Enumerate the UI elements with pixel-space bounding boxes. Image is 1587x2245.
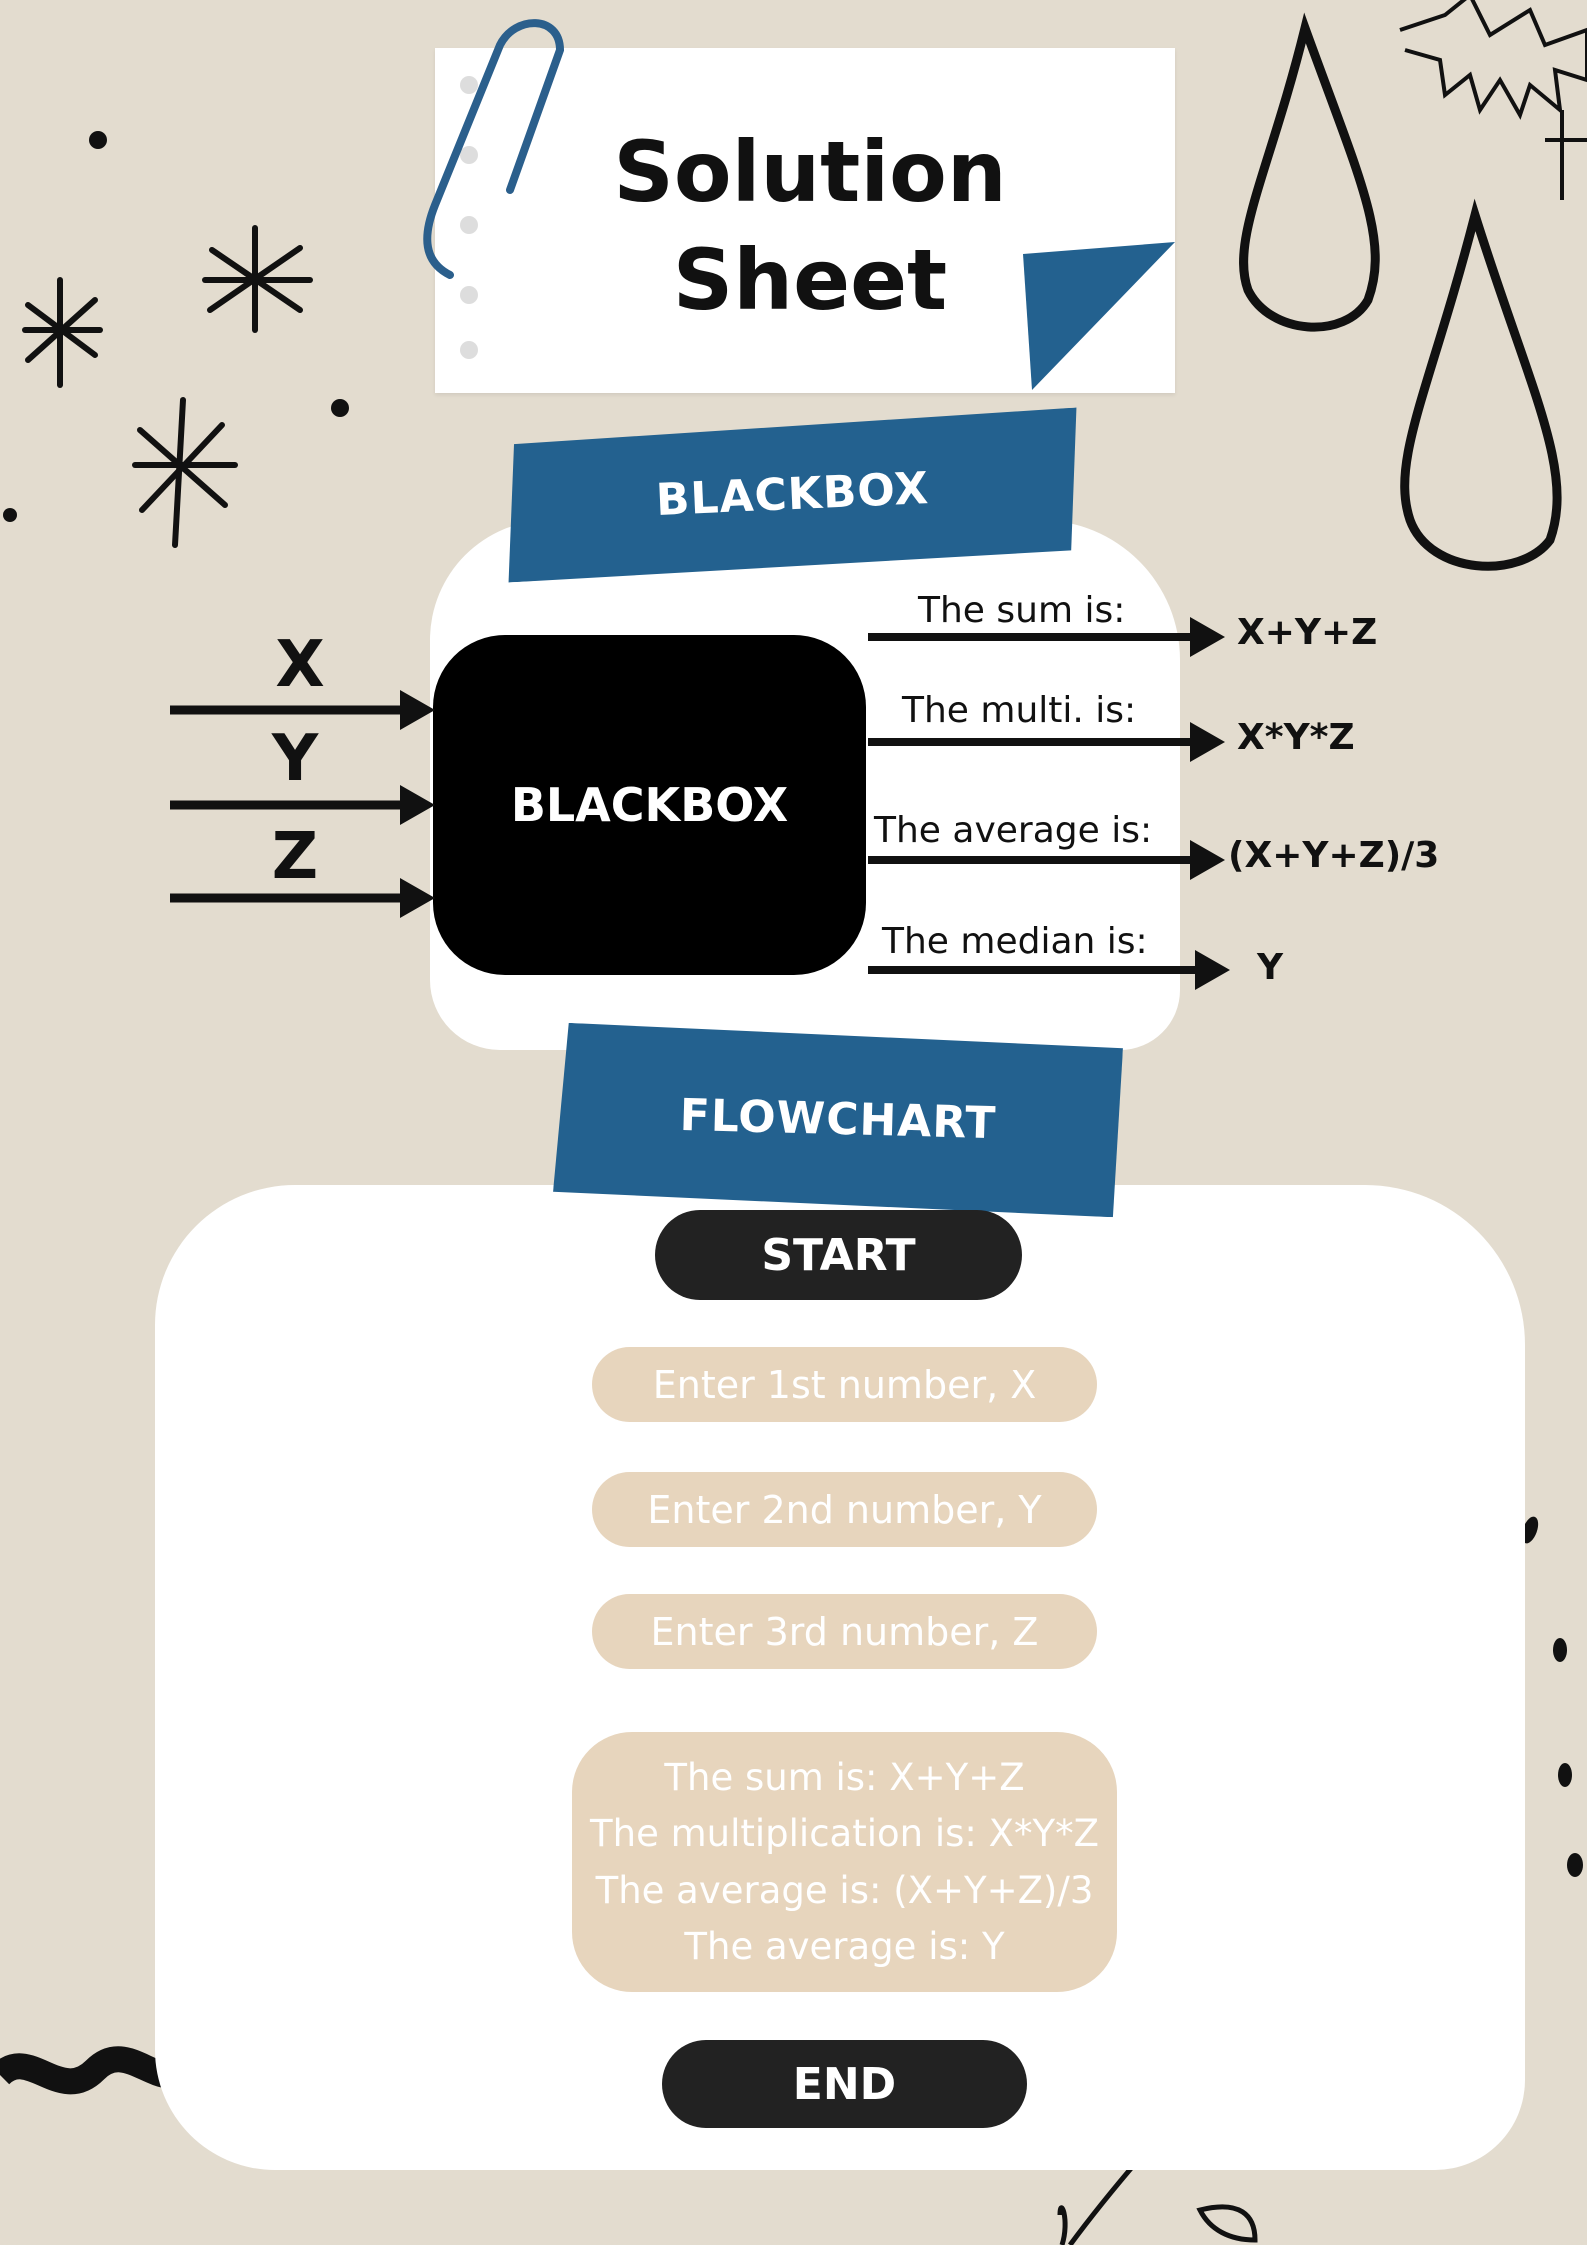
step-enter-z: Enter 3rd number, Z — [592, 1594, 1097, 1669]
input-label-y: Y — [271, 722, 319, 796]
end-node: END — [662, 2040, 1027, 2128]
punch-holes — [460, 76, 478, 359]
title-line-2: Sheet — [672, 231, 948, 329]
spiky-star-icon — [1399, 0, 1587, 120]
output-label-multi: The multi. is: — [902, 690, 1137, 731]
title-line-1: Solution — [613, 123, 1007, 221]
output-value-average: (X+Y+Z)/3 — [1228, 835, 1440, 876]
flowchart-panel — [155, 1185, 1525, 2170]
star-icon — [22, 277, 103, 388]
drop-icon — [1239, 12, 1380, 332]
folded-corner — [1023, 242, 1175, 390]
results-node: The sum is: X+Y+Z The multiplication is:… — [572, 1732, 1117, 1992]
dot-icon — [3, 508, 17, 522]
input-arrows — [170, 690, 435, 918]
output-value-multi: X*Y*Z — [1237, 717, 1355, 758]
drop-icon — [1400, 198, 1562, 571]
dot-icon — [89, 131, 107, 149]
star-icon — [202, 225, 313, 333]
output-label-sum: The sum is: — [918, 590, 1126, 631]
output-label-median: The median is: — [882, 921, 1148, 962]
step-enter-x: Enter 1st number, X — [592, 1347, 1097, 1422]
result-median: The average is: Y — [684, 1925, 1005, 1969]
input-label-x: X — [275, 628, 325, 702]
result-sum: The sum is: X+Y+Z — [664, 1755, 1025, 1799]
start-node: START — [655, 1210, 1022, 1300]
step-enter-y: Enter 2nd number, Y — [592, 1472, 1097, 1547]
result-multiplication: The multiplication is: X*Y*Z — [590, 1812, 1099, 1856]
input-label-z: Z — [271, 820, 319, 894]
star-icon — [132, 397, 238, 548]
output-label-average: The average is: — [874, 810, 1153, 851]
flowchart-banner: FLOWCHART — [553, 1023, 1124, 1218]
dot-icon — [331, 399, 349, 417]
output-value-sum: X+Y+Z — [1237, 612, 1378, 653]
blackbox-box: BLACKBOX — [433, 635, 866, 975]
result-average: The average is: (X+Y+Z)/3 — [595, 1868, 1094, 1912]
output-arrows — [868, 617, 1230, 990]
output-value-median: Y — [1257, 947, 1284, 988]
page-title: Solution Sheet — [530, 118, 1090, 334]
paperclip-icon — [423, 19, 565, 279]
